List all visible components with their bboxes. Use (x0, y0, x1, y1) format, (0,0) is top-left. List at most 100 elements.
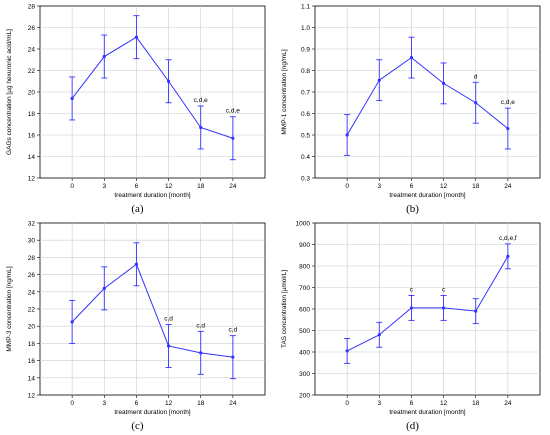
y-tick-label: 1.1 (301, 4, 310, 11)
chart-caption-c: (c) (131, 420, 144, 432)
x-tick-label: 18 (197, 183, 205, 190)
data-point (231, 355, 235, 359)
y-tick-label: 14 (28, 154, 36, 161)
series-line (346, 56, 509, 136)
significance-label: c,d,e (226, 108, 240, 115)
data-point (474, 309, 478, 313)
chart-plot-d: 200 300 400 500 600 700 800 900 1000 0 3 6 12 18 24 tre… (281, 221, 541, 416)
x-tick-label: 3 (377, 400, 381, 407)
y-tick-label: 12 (28, 176, 36, 183)
y-tick-label: 12 (28, 393, 36, 400)
x-axis-label: treatment duration [month] (389, 192, 465, 199)
y-tick-label: 26 (28, 272, 36, 279)
chart-panel-a: 12 14 16 18 20 22 24 26 28 0 3 6 12 18 24 treatment dur… (0, 0, 275, 217)
y-tick-label: 0.9 (301, 47, 310, 54)
x-tick-label: 24 (504, 400, 512, 407)
x-axis-label: treatment duration [month] (114, 409, 190, 416)
y-tick-label: 14 (28, 375, 36, 382)
x-axis-label: treatment duration [month] (114, 192, 190, 199)
y-tick-label: 0.5 (301, 133, 310, 140)
y-axis-label: MMP-1 concentration [ng/mL] (281, 49, 288, 134)
data-point (506, 254, 510, 258)
data-point (506, 126, 510, 131)
y-tick-label: 16 (28, 133, 36, 140)
data-point (102, 286, 106, 290)
x-axis-label: treatment duration [month] (389, 409, 465, 416)
x-tick-label: 0 (70, 400, 74, 407)
significance-label: c (442, 286, 446, 293)
data-point (199, 125, 203, 130)
chart-panel-c: 12 14 16 18 20 22 24 26 28 30 32 0 3 6 12 18 24 treatment… (0, 217, 275, 434)
x-tick-label: 0 (345, 400, 349, 407)
chart-plot-b: 0.3 0.4 0.5 0.6 0.7 0.8 0.9 1.0 1.1 0 3 6 12 18 24 trea… (281, 4, 541, 199)
y-tick-label: 22 (28, 68, 36, 75)
series-line (71, 263, 233, 358)
data-point (70, 320, 74, 324)
y-tick-label: 200 (299, 393, 310, 400)
y-tick-label: 30 (28, 238, 36, 245)
y-tick-label: 32 (28, 221, 36, 228)
y-axis-label: GAGs concentration [µg hexuronic acid/mL… (6, 29, 13, 155)
significance-label: c (410, 286, 414, 293)
y-tick-label: 800 (299, 264, 310, 271)
data-point (166, 79, 171, 83)
significance-label: c,d (229, 327, 238, 334)
x-tick-label: 6 (410, 183, 414, 190)
data-point (377, 333, 381, 337)
y-tick-label: 24 (28, 289, 36, 296)
data-point (102, 54, 106, 59)
y-tick-label: 28 (28, 4, 36, 11)
data-point (441, 81, 446, 85)
y-tick-label: 0.3 (301, 176, 310, 183)
y-tick-label: 500 (299, 328, 310, 335)
y-tick-label: 0.4 (301, 154, 310, 161)
y-tick-label: 26 (28, 25, 36, 32)
data-point (134, 35, 139, 39)
y-tick-label: 700 (299, 285, 310, 292)
x-tick-label: 18 (472, 400, 480, 407)
significance-label: c,d,e (194, 97, 208, 104)
data-point (474, 101, 478, 105)
y-tick-label: 16 (28, 358, 36, 365)
chart-caption-b: (b) (406, 203, 419, 215)
significance-label: c,d (164, 315, 173, 322)
y-axis-label: MMP-3 concentration [ng/mL] (6, 266, 13, 351)
x-tick-label: 3 (102, 183, 106, 190)
significance-label: d (474, 73, 478, 80)
y-tick-label: 400 (299, 350, 310, 357)
y-tick-label: 900 (299, 242, 310, 249)
x-tick-label: 18 (197, 400, 205, 407)
y-tick-label: 0.6 (301, 111, 310, 118)
x-tick-label: 24 (229, 183, 237, 190)
significance-label: c,d,e,f (499, 235, 517, 242)
data-point (409, 56, 414, 60)
chart-plot-a: 12 14 16 18 20 22 24 26 28 0 3 6 12 18 24 treatment dur… (6, 4, 266, 199)
y-tick-label: 20 (28, 324, 36, 331)
x-tick-label: 12 (440, 183, 448, 190)
y-tick-label: 1.0 (301, 25, 310, 32)
data-point (345, 349, 349, 353)
y-tick-label: 0.8 (301, 68, 310, 75)
y-tick-label: 18 (28, 111, 36, 118)
x-tick-label: 0 (70, 183, 74, 190)
significance-label: c,d (196, 322, 205, 329)
x-tick-label: 12 (165, 400, 173, 407)
x-tick-label: 6 (410, 400, 414, 407)
series-line (346, 256, 509, 352)
chart-panel-d: 200 300 400 500 600 700 800 900 1000 0 3 6 12 18 24 tre… (275, 217, 550, 434)
y-tick-label: 18 (28, 341, 36, 348)
x-tick-label: 0 (345, 183, 349, 190)
x-tick-label: 24 (504, 183, 512, 190)
x-tick-label: 3 (102, 400, 106, 407)
x-tick-label: 6 (135, 400, 139, 407)
data-point (199, 351, 203, 355)
y-tick-label: 28 (28, 255, 36, 262)
y-tick-label: 300 (299, 371, 310, 378)
y-tick-label: 0.7 (301, 90, 310, 97)
y-tick-label: 20 (28, 90, 36, 97)
x-tick-label: 6 (135, 183, 139, 190)
x-tick-label: 18 (472, 183, 480, 190)
data-point (441, 306, 446, 310)
y-tick-label: 22 (28, 307, 36, 314)
x-tick-label: 12 (165, 183, 173, 190)
